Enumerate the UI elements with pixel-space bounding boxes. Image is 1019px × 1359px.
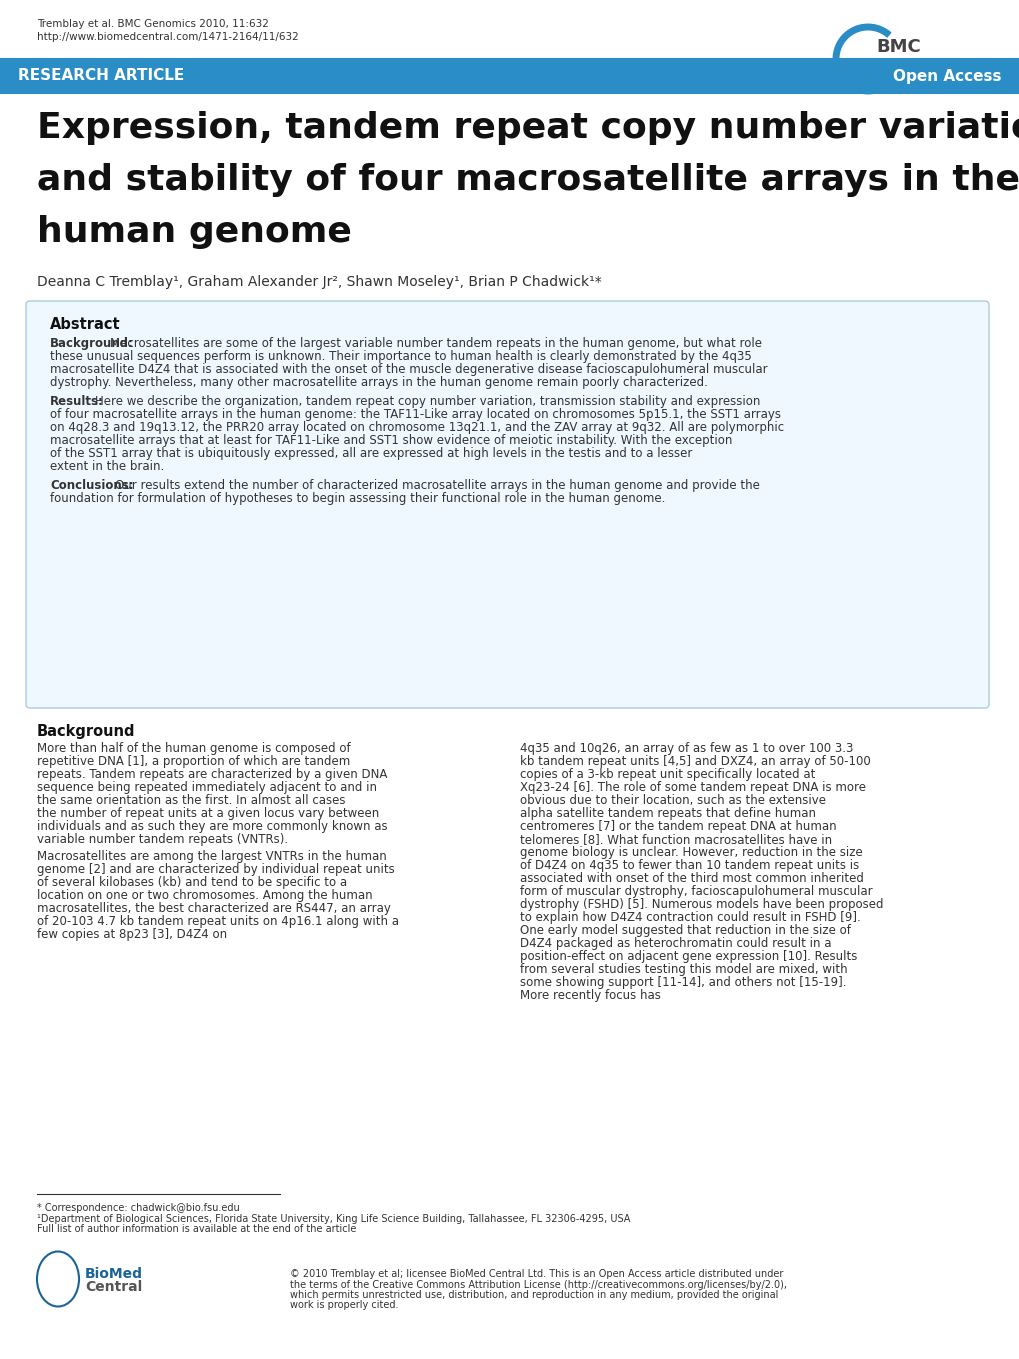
- Text: of 20-103 4.7 kb tandem repeat units on 4p16.1 along with a: of 20-103 4.7 kb tandem repeat units on …: [37, 915, 398, 928]
- Text: Tremblay et al. BMC Genomics 2010, 11:632: Tremblay et al. BMC Genomics 2010, 11:63…: [37, 19, 269, 29]
- Text: the same orientation as the first. In almost all cases: the same orientation as the first. In al…: [37, 794, 345, 807]
- Text: centromeres [7] or the tandem repeat DNA at human: centromeres [7] or the tandem repeat DNA…: [520, 819, 836, 833]
- Text: these unusual sequences perform is unknown. Their importance to human health is : these unusual sequences perform is unkno…: [50, 351, 751, 363]
- Text: Xq23-24 [6]. The role of some tandem repeat DNA is more: Xq23-24 [6]. The role of some tandem rep…: [520, 781, 865, 794]
- Text: D4Z4 packaged as heterochromatin could result in a: D4Z4 packaged as heterochromatin could r…: [520, 936, 830, 950]
- Text: One early model suggested that reduction in the size of: One early model suggested that reduction…: [520, 924, 850, 936]
- Text: RESEARCH ARTICLE: RESEARCH ARTICLE: [18, 68, 184, 83]
- Text: Macrosatellites are among the largest VNTRs in the human: Macrosatellites are among the largest VN…: [37, 849, 386, 863]
- Text: Full list of author information is available at the end of the article: Full list of author information is avail…: [37, 1224, 356, 1234]
- Text: copies of a 3-kb repeat unit specifically located at: copies of a 3-kb repeat unit specificall…: [520, 768, 814, 781]
- Text: © 2010 Tremblay et al; licensee BioMed Central Ltd. This is an Open Access artic: © 2010 Tremblay et al; licensee BioMed C…: [289, 1269, 783, 1279]
- Text: macrosatellite arrays that at least for TAF11-Like and SST1 show evidence of mei: macrosatellite arrays that at least for …: [50, 434, 732, 447]
- Text: More than half of the human genome is composed of: More than half of the human genome is co…: [37, 742, 351, 756]
- Text: and stability of four macrosatellite arrays in the: and stability of four macrosatellite arr…: [37, 163, 1019, 197]
- Text: telomeres [8]. What function macrosatellites have in: telomeres [8]. What function macrosatell…: [520, 833, 832, 847]
- Text: genome [2] and are characterized by individual repeat units: genome [2] and are characterized by indi…: [37, 863, 394, 877]
- Text: More recently focus has: More recently focus has: [520, 989, 660, 1002]
- Text: which permits unrestricted use, distribution, and reproduction in any medium, pr: which permits unrestricted use, distribu…: [289, 1290, 777, 1301]
- Text: few copies at 8p23 [3], D4Z4 on: few copies at 8p23 [3], D4Z4 on: [37, 928, 227, 940]
- Text: individuals and as such they are more commonly known as: individuals and as such they are more co…: [37, 819, 387, 833]
- Text: location on one or two chromosomes. Among the human: location on one or two chromosomes. Amon…: [37, 889, 372, 902]
- Text: macrosatellite D4Z4 that is associated with the onset of the muscle degenerative: macrosatellite D4Z4 that is associated w…: [50, 363, 767, 376]
- Text: Genomics: Genomics: [875, 60, 948, 75]
- Text: work is properly cited.: work is properly cited.: [289, 1301, 398, 1310]
- Bar: [0, 58, 1019, 94]
- Text: some showing support [11-14], and others not [15-19].: some showing support [11-14], and others…: [520, 976, 846, 989]
- Text: associated with onset of the third most common inherited: associated with onset of the third most …: [520, 872, 863, 885]
- Text: of four macrosatellite arrays in the human genome: the TAF11-Like array located : of four macrosatellite arrays in the hum…: [50, 408, 781, 421]
- Text: kb tandem repeat units [4,5] and DXZ4, an array of 50-100: kb tandem repeat units [4,5] and DXZ4, a…: [520, 756, 870, 768]
- Text: Results:: Results:: [50, 395, 104, 408]
- Text: ¹Department of Biological Sciences, Florida State University, King Life Science : ¹Department of Biological Sciences, Flor…: [37, 1214, 630, 1223]
- Text: Conclusions:: Conclusions:: [50, 478, 133, 492]
- Text: http://www.biomedcentral.com/1471-2164/11/632: http://www.biomedcentral.com/1471-2164/1…: [37, 33, 299, 42]
- Text: the terms of the Creative Commons Attribution License (http://creativecommons.or: the terms of the Creative Commons Attrib…: [289, 1280, 787, 1290]
- Text: Our results extend the number of characterized macrosatellite arrays in the huma: Our results extend the number of charact…: [115, 478, 759, 492]
- Text: Abstract: Abstract: [50, 317, 120, 332]
- Text: of the SST1 array that is ubiquitously expressed, all are expressed at high leve: of the SST1 array that is ubiquitously e…: [50, 447, 692, 459]
- Text: on 4q28.3 and 19q13.12, the PRR20 array located on chromosome 13q21.1, and the Z: on 4q28.3 and 19q13.12, the PRR20 array …: [50, 421, 784, 434]
- Text: dystrophy (FSHD) [5]. Numerous models have been proposed: dystrophy (FSHD) [5]. Numerous models ha…: [520, 898, 882, 911]
- Text: Deanna C Tremblay¹, Graham Alexander Jr², Shawn Moseley¹, Brian P Chadwick¹*: Deanna C Tremblay¹, Graham Alexander Jr²…: [37, 275, 601, 289]
- Text: the number of repeat units at a given locus vary between: the number of repeat units at a given lo…: [37, 807, 379, 819]
- Text: form of muscular dystrophy, facioscapulohumeral muscular: form of muscular dystrophy, facioscapulo…: [520, 885, 872, 898]
- FancyBboxPatch shape: [25, 300, 988, 708]
- Text: dystrophy. Nevertheless, many other macrosatellite arrays in the human genome re: dystrophy. Nevertheless, many other macr…: [50, 376, 707, 389]
- Text: to explain how D4Z4 contraction could result in FSHD [9].: to explain how D4Z4 contraction could re…: [520, 911, 860, 924]
- Text: extent in the brain.: extent in the brain.: [50, 459, 164, 473]
- Text: variable number tandem repeats (VNTRs).: variable number tandem repeats (VNTRs).: [37, 833, 287, 847]
- Text: macrosatellites, the best characterized are RS447, an array: macrosatellites, the best characterized …: [37, 902, 390, 915]
- Text: alpha satellite tandem repeats that define human: alpha satellite tandem repeats that defi…: [520, 807, 815, 819]
- Text: repetitive DNA [1], a proportion of which are tandem: repetitive DNA [1], a proportion of whic…: [37, 756, 350, 768]
- Text: obvious due to their location, such as the extensive: obvious due to their location, such as t…: [520, 794, 825, 807]
- Text: of D4Z4 on 4q35 to fewer than 10 tandem repeat units is: of D4Z4 on 4q35 to fewer than 10 tandem …: [520, 859, 858, 872]
- Text: BMC: BMC: [875, 38, 920, 56]
- Text: * Correspondence: chadwick@bio.fsu.edu: * Correspondence: chadwick@bio.fsu.edu: [37, 1203, 239, 1214]
- Text: genome biology is unclear. However, reduction in the size: genome biology is unclear. However, redu…: [520, 847, 862, 859]
- Text: Background: Background: [37, 724, 136, 739]
- Text: foundation for formulation of hypotheses to begin assessing their functional rol: foundation for formulation of hypotheses…: [50, 492, 664, 506]
- Text: 4q35 and 10q26, an array of as few as 1 to over 100 3.3: 4q35 and 10q26, an array of as few as 1 …: [520, 742, 853, 756]
- Text: Macrosatellites are some of the largest variable number tandem repeats in the hu: Macrosatellites are some of the largest …: [110, 337, 761, 351]
- Text: sequence being repeated immediately adjacent to and in: sequence being repeated immediately adja…: [37, 781, 377, 794]
- Text: Here we describe the organization, tandem repeat copy number variation, transmis: Here we describe the organization, tande…: [95, 395, 759, 408]
- Text: Open Access: Open Access: [893, 68, 1001, 83]
- Text: position-effect on adjacent gene expression [10]. Results: position-effect on adjacent gene express…: [520, 950, 857, 964]
- Text: human genome: human genome: [37, 215, 352, 249]
- Text: repeats. Tandem repeats are characterized by a given DNA: repeats. Tandem repeats are characterize…: [37, 768, 387, 781]
- Text: from several studies testing this model are mixed, with: from several studies testing this model …: [520, 964, 847, 976]
- Text: Background:: Background:: [50, 337, 133, 351]
- Text: Expression, tandem repeat copy number variation: Expression, tandem repeat copy number va…: [37, 111, 1019, 145]
- Text: Central: Central: [85, 1280, 142, 1294]
- Text: BioMed: BioMed: [85, 1267, 143, 1282]
- Text: of several kilobases (kb) and tend to be specific to a: of several kilobases (kb) and tend to be…: [37, 877, 346, 889]
